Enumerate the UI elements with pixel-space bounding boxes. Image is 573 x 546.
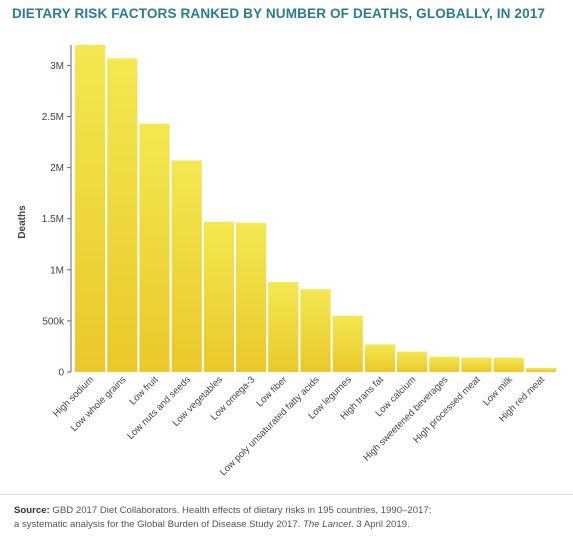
y-tick-label: 1.5M <box>42 214 64 225</box>
y-tick-label: 0 <box>58 368 64 379</box>
source-text-3: . 3 April 2019. <box>351 519 410 530</box>
bar <box>203 221 234 372</box>
source-note: Source: GBD 2017 Diet Collaborators. Hea… <box>14 504 559 532</box>
bar <box>364 344 395 372</box>
bar <box>268 282 299 372</box>
chart-title: DIETARY RISK FACTORS RANKED BY NUMBER OF… <box>12 6 546 21</box>
bar <box>75 45 106 372</box>
source-text-2: a systematic analysis for the Global Bur… <box>14 519 304 530</box>
bar <box>429 356 460 372</box>
bar <box>525 367 556 372</box>
source-text-1: GBD 2017 Diet Collaborators. Health effe… <box>49 505 432 516</box>
bar <box>139 123 170 372</box>
y-tick-label: 3M <box>50 61 64 72</box>
bar <box>461 357 492 372</box>
bar <box>300 289 331 372</box>
divider <box>0 494 573 495</box>
bar <box>171 160 202 372</box>
y-tick-label: 2M <box>50 163 64 174</box>
source-journal: The Lancet <box>303 519 352 530</box>
bar <box>397 351 428 372</box>
source-label: Source: <box>14 505 50 516</box>
bar <box>236 222 267 372</box>
y-axis: 0 500k 1M 1.5M 2M 2.5M 3M <box>42 45 72 379</box>
y-tick-label: 2.5M <box>42 112 64 123</box>
bar <box>107 58 138 373</box>
y-axis-label: Deaths <box>17 205 28 239</box>
x-tick-label: Low whole grains <box>69 374 129 434</box>
y-tick-label: 1M <box>50 265 64 276</box>
bars <box>75 45 556 373</box>
bar <box>493 357 524 372</box>
y-tick-label: 500k <box>42 316 65 327</box>
bar <box>332 315 363 372</box>
